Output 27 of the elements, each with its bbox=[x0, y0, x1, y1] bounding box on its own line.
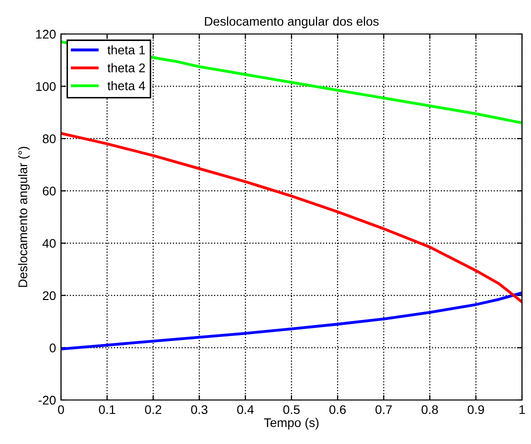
x-tick-label: 0 bbox=[58, 405, 64, 414]
x-tick-label: 0.4 bbox=[237, 405, 254, 414]
y-tick-label: 0 bbox=[50, 344, 56, 352]
x-tick-label: 0.2 bbox=[145, 405, 162, 414]
x-tick-label: 0.9 bbox=[468, 405, 484, 414]
x-tick-label: 0.8 bbox=[422, 405, 438, 414]
legend-label: theta 1 bbox=[107, 45, 145, 54]
y-tick-label: 100 bbox=[36, 82, 56, 91]
legend-label: theta 2 bbox=[107, 63, 145, 72]
y-tick-label: 80 bbox=[42, 134, 56, 144]
x-tick-label: 0.1 bbox=[98, 405, 116, 414]
x-tick-label: 1 bbox=[519, 405, 525, 414]
y-tick-label: -20 bbox=[38, 396, 56, 405]
x-tick-label: 0.7 bbox=[376, 405, 392, 414]
x-tick-label: 0.3 bbox=[191, 405, 208, 414]
chart-title: Deslocamento angular dos elos bbox=[204, 16, 379, 28]
x-tick-label: 0.5 bbox=[283, 405, 300, 414]
line-series bbox=[61, 132, 522, 304]
x-axis-title: Tempo (s) bbox=[264, 418, 319, 430]
y-tick-label: 20 bbox=[42, 291, 56, 300]
legend-label: theta 4 bbox=[107, 81, 146, 90]
y-tick-label: 120 bbox=[36, 30, 56, 39]
line-series bbox=[61, 291, 522, 350]
y-axis-title: Deslocamento angular (°) bbox=[18, 146, 30, 287]
y-tick-label: 60 bbox=[42, 186, 56, 196]
y-tick-label: 40 bbox=[42, 238, 56, 248]
x-tick-label: 0.6 bbox=[329, 405, 346, 414]
